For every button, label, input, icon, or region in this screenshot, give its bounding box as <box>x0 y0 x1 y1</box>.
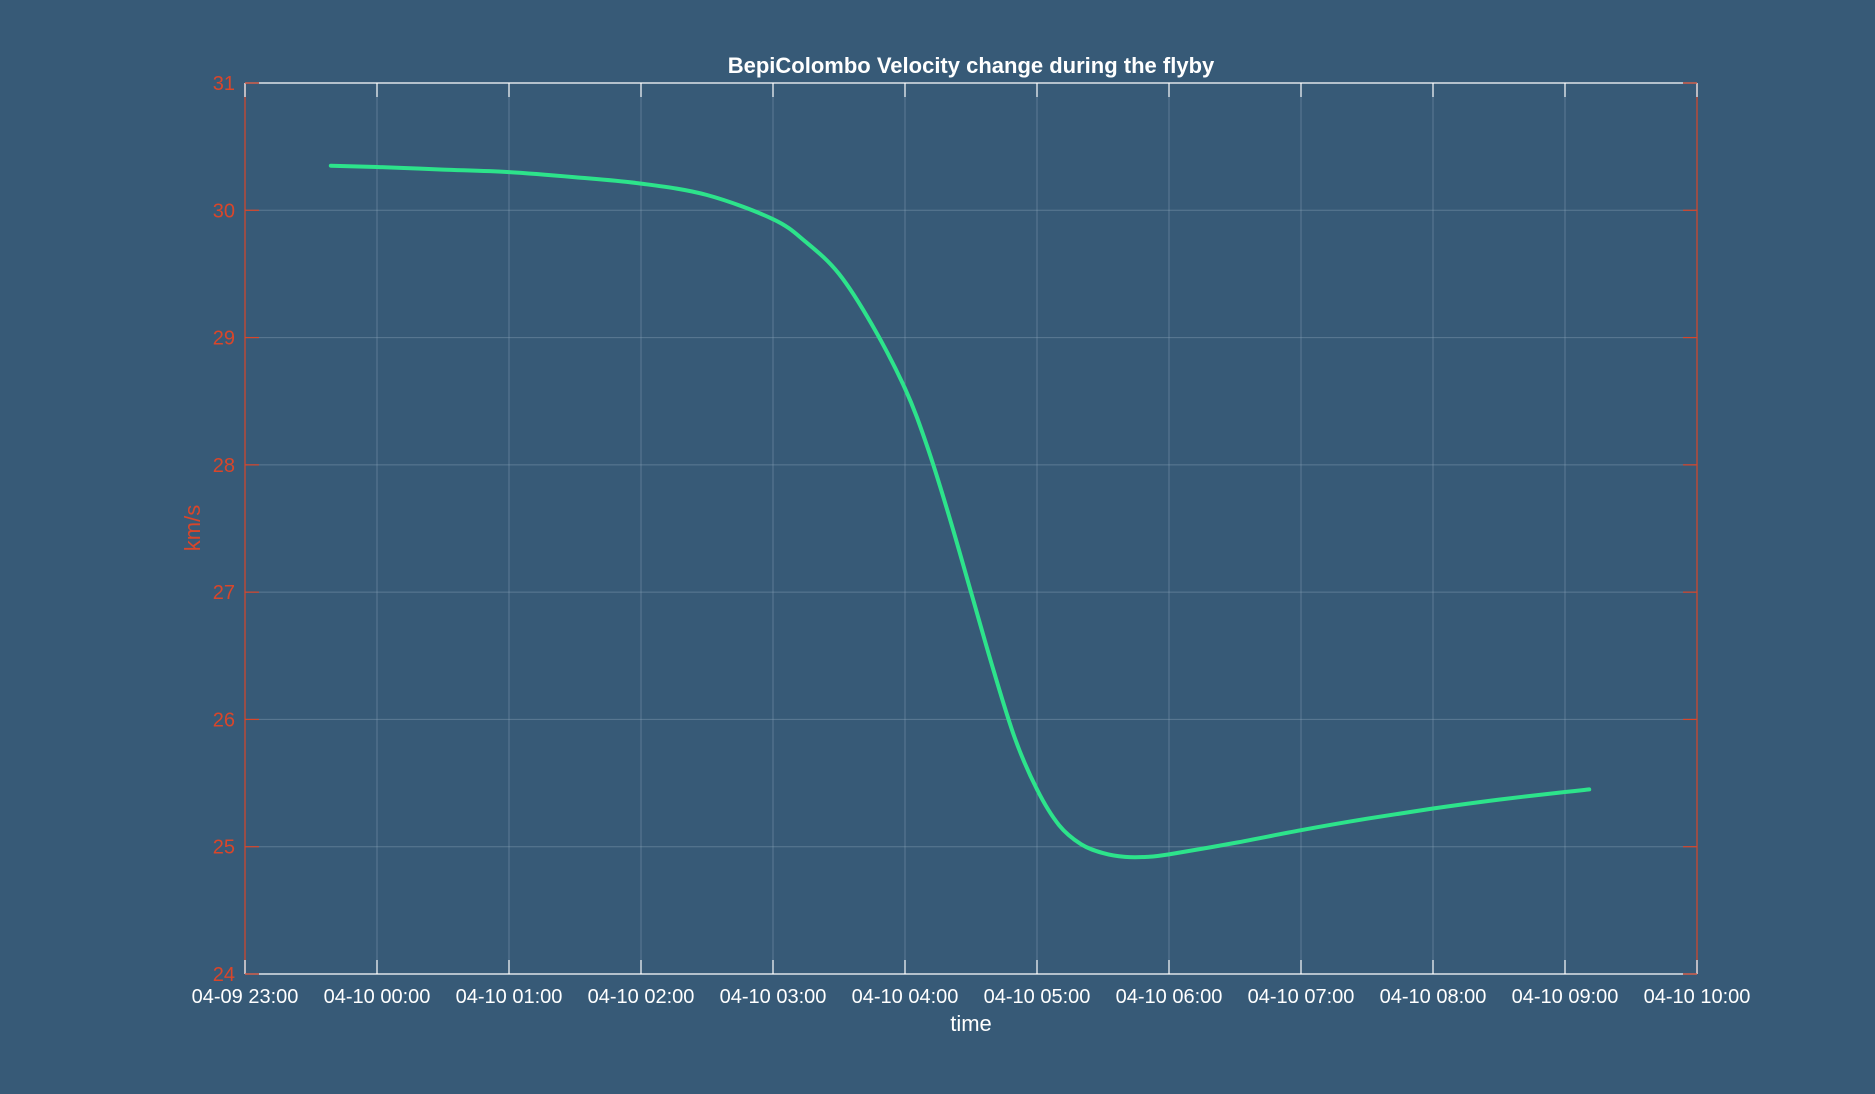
tick-labels: 04-09 23:00 04-10 00:00 04-10 01:00 04-10 0… <box>192 73 1751 1008</box>
grid-lines <box>244 82 1698 975</box>
series-layer <box>328 163 1592 860</box>
x-tick-label: 04-10 09:00 <box>1512 986 1619 1008</box>
y-tick-label: 24 <box>213 964 235 986</box>
x-tick-label: 04-10 02:00 <box>588 986 695 1008</box>
y-tick-label: 28 <box>213 455 235 477</box>
x-tick-label: 04-10 05:00 <box>984 986 1091 1008</box>
y-tick-label: 27 <box>213 582 235 604</box>
y-tick-label: 26 <box>213 709 235 731</box>
velocity-series-line <box>328 163 1592 860</box>
axes-box <box>244 82 1698 975</box>
x-tick-label: 04-10 10:00 <box>1644 986 1751 1008</box>
y-tick-label: 25 <box>213 837 235 859</box>
x-tick-label: 04-09 23:00 <box>192 986 299 1008</box>
y-tick-label: 31 <box>213 73 235 95</box>
x-tick-label: 04-10 07:00 <box>1248 986 1355 1008</box>
x-tick-label: 04-10 08:00 <box>1380 986 1487 1008</box>
x-tick-label: 04-10 00:00 <box>324 986 431 1008</box>
y-axis-label: km/s <box>180 505 205 551</box>
x-tick-label: 04-10 03:00 <box>720 986 827 1008</box>
x-tick-label: 04-10 06:00 <box>1116 986 1223 1008</box>
x-axis-label: time <box>950 1011 992 1036</box>
x-tick-label: 04-10 04:00 <box>852 986 959 1008</box>
chart-title: BepiColombo Velocity change during the f… <box>728 53 1215 78</box>
y-tick-label: 29 <box>213 328 235 350</box>
x-tick-label: 04-10 01:00 <box>456 986 563 1008</box>
y-tick-label: 30 <box>213 200 235 222</box>
